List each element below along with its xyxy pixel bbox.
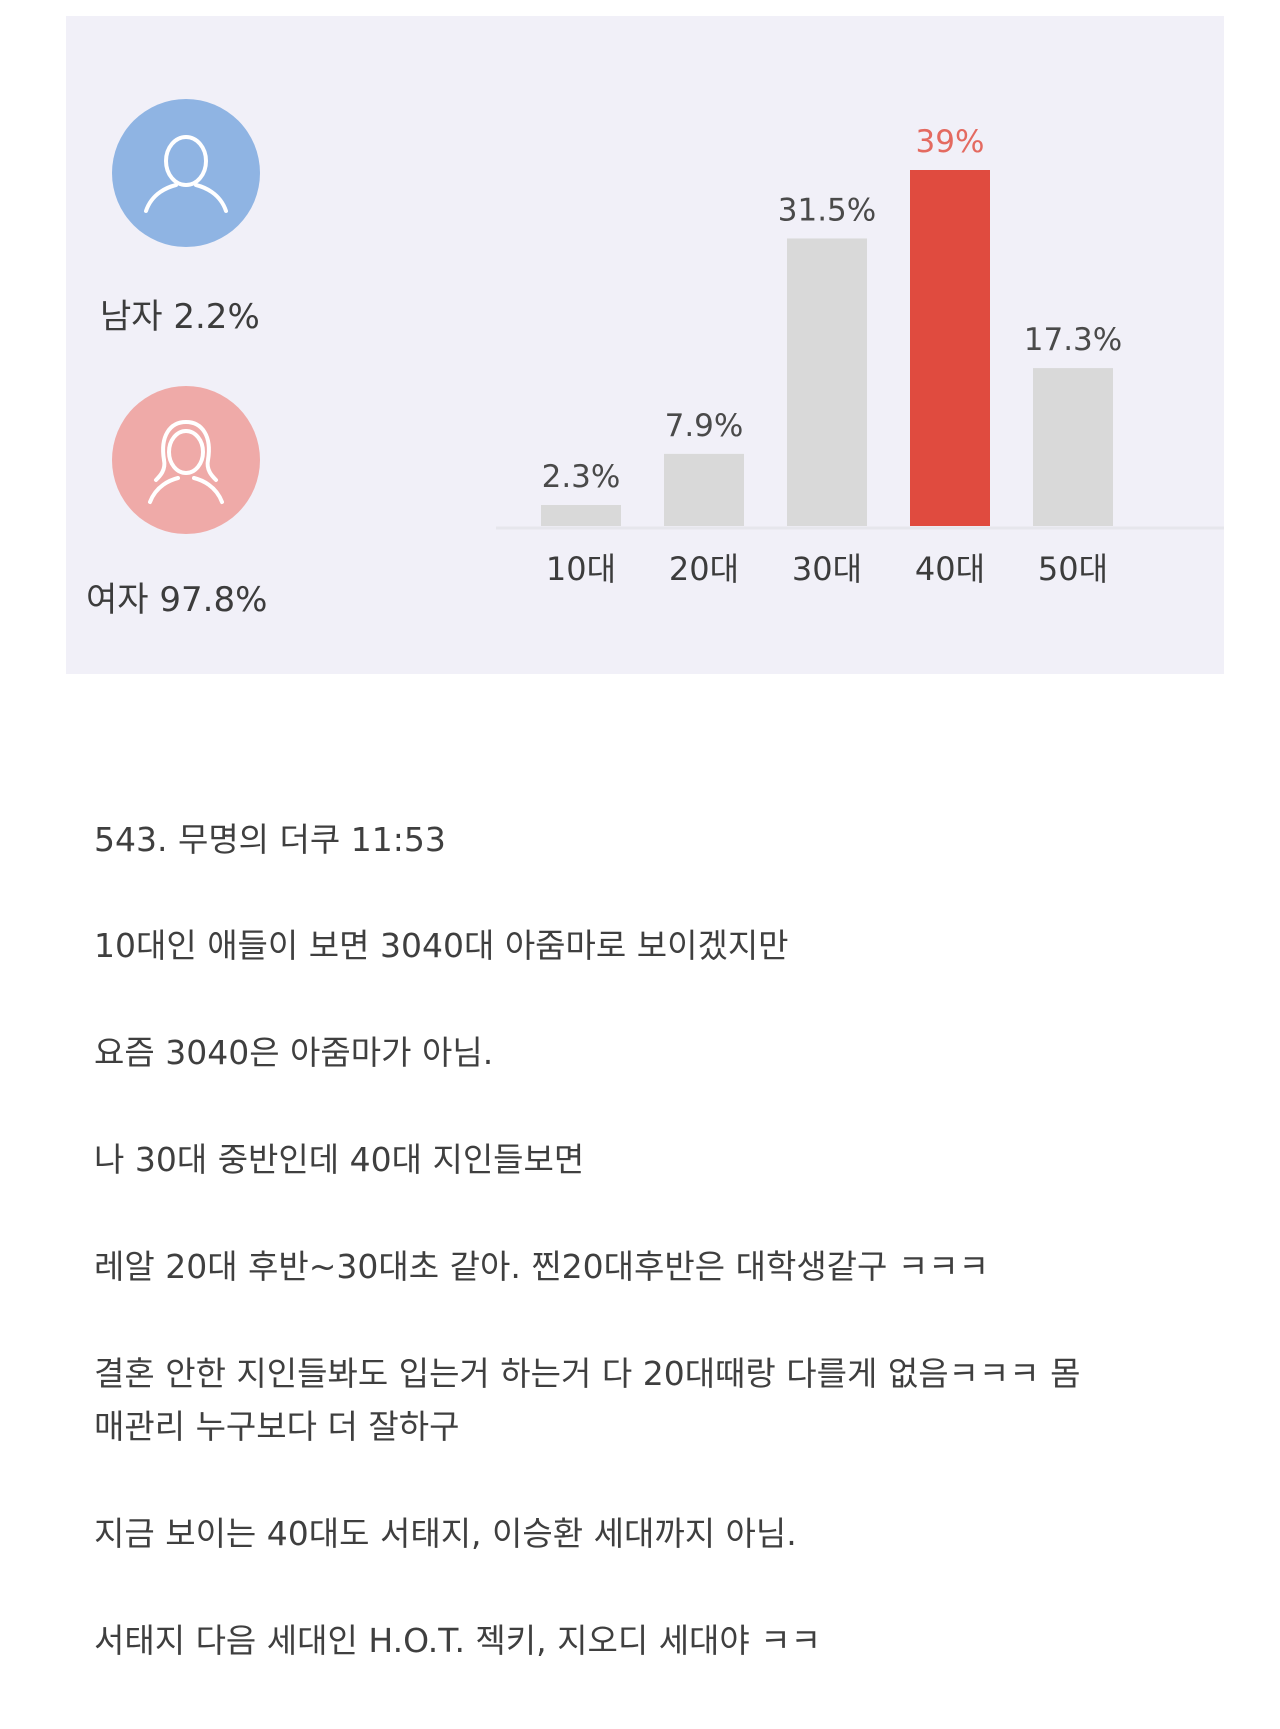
x-tick-label: 40대	[915, 550, 985, 588]
comment-paragraph: 10대인 애들이 보면 3040대 아줌마로 보이겠지만	[94, 926, 789, 965]
paragraph-gap	[94, 1293, 1224, 1347]
paragraph-gap	[94, 972, 1224, 1026]
female-user-icon	[112, 386, 260, 534]
comment-paragraph: 서태지 다음 세대인 H.O.T. 젝키, 지오디 세대야 ㅋㅋ	[94, 1621, 821, 1660]
bar-value-label: 17.3%	[1024, 322, 1122, 358]
male-ratio-label: 남자 2.2%	[100, 297, 260, 337]
comment-paragraph: 나 30대 중반인데 40대 지인들보면	[94, 1140, 585, 1179]
bar-value-label: 39%	[916, 124, 985, 160]
x-tick-label: 20대	[669, 550, 739, 588]
bar-value-label: 31.5%	[778, 192, 876, 228]
male-user-icon	[112, 99, 260, 247]
female-ratio-label: 여자 97.8%	[86, 580, 268, 620]
x-tick-label: 10대	[546, 550, 616, 588]
age-chart-svg: 2.3% 10대 7.9% 20대 31.5% 30대 39% 40대 17.3% 50대	[496, 124, 1224, 588]
bar-value-label: 7.9%	[665, 408, 744, 444]
bar-10대	[541, 505, 621, 526]
bar-value-label: 2.3%	[542, 459, 621, 495]
comment-paragraph: 레알 20대 후반~30대초 같아. 찐20대후반은 대학생같구 ㅋㅋㅋ	[94, 1247, 989, 1286]
age-distribution-chart: 2.3% 10대 7.9% 20대 31.5% 30대 39% 40대 17.3% 50대	[496, 116, 1224, 676]
comment-post: 543. 무명의 더쿠 11:53 10대인 애들이 보면 3040대 아줌마로…	[94, 815, 1224, 1667]
bar-30대	[787, 238, 867, 526]
x-tick-label: 50대	[1038, 550, 1108, 588]
x-tick-label: 30대	[792, 550, 862, 588]
comment-header: 543. 무명의 더쿠 11:53	[94, 820, 446, 859]
bar-20대	[664, 453, 744, 526]
comment-paragraph: 요즘 3040은 아줌마가 아님.	[94, 1033, 494, 1072]
bar-50대	[1033, 368, 1113, 526]
comment-paragraph: 지금 보이는 40대도 서태지, 이승환 세대까지 아님.	[94, 1514, 797, 1553]
audience-stats-panel: 남자 2.2% 여자 97.8% 2.3% 10대 7.9% 20대 31.5% 30대 3…	[66, 16, 1224, 674]
comment-paragraph: 결혼 안한 지인들봐도 입는거 하는거 다 20대때랑 다를게 없음ㅋㅋㅋ 몸 …	[94, 1354, 1081, 1446]
paragraph-gap	[94, 865, 1224, 919]
paragraph-gap	[94, 1453, 1224, 1507]
paragraph-gap	[94, 1560, 1224, 1614]
paragraph-gap	[94, 1186, 1224, 1240]
paragraph-gap	[94, 1079, 1224, 1133]
bar-40대	[910, 170, 990, 526]
